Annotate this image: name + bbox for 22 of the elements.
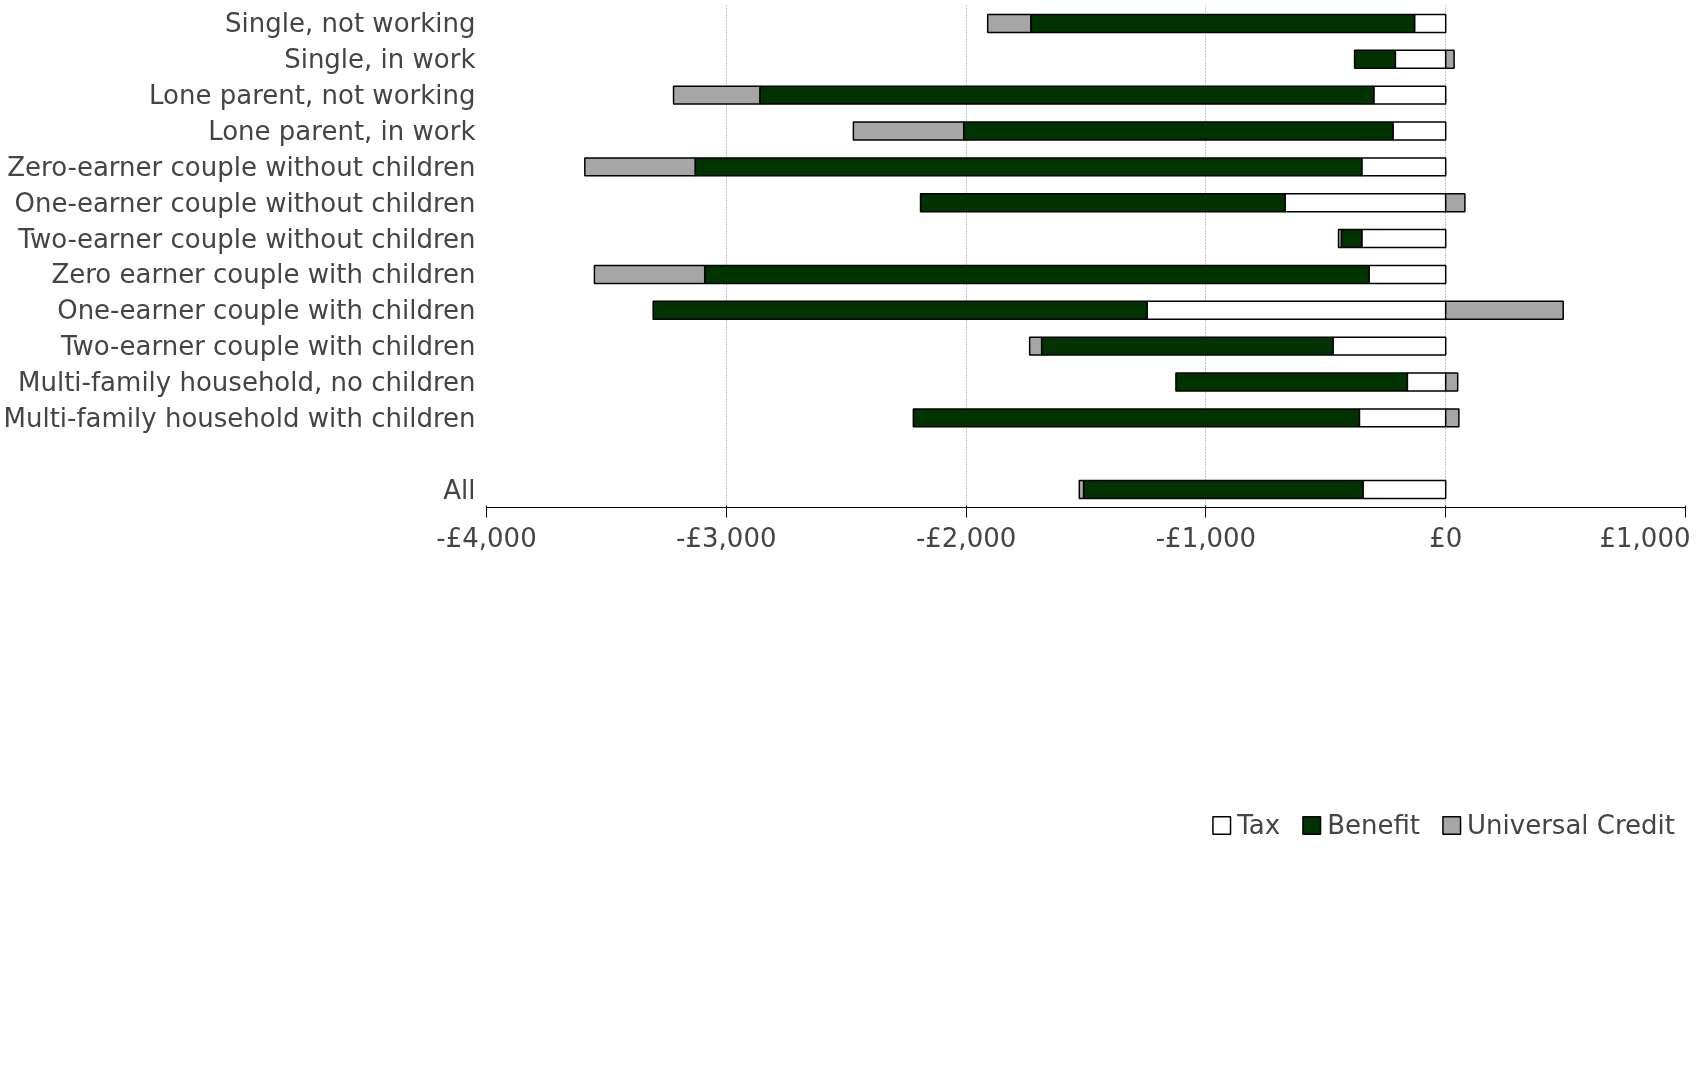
y-tick-label: All [443,474,476,505]
y-tick-label: One-earner couple with children [57,295,476,326]
y-tick-label: Multi-family household, no children [18,367,476,397]
y-tick-label: Single, in work [284,44,476,75]
x-tick-label: £1,000 [1599,522,1691,553]
y-tick-label: Lone parent, not working [149,80,476,111]
y-tick-label: Zero-earner couple without children [7,151,476,182]
y-tick-label: Two-earner couple without children [17,223,476,254]
legend-label: Tax [1237,810,1281,840]
x-tick-label: £0 [1429,522,1463,553]
y-tick-label: Lone parent, in work [208,116,476,146]
x-tick-label: -£4,000 [436,522,537,553]
x-tick-label: -£1,000 [1155,522,1257,553]
y-tick-label: Multi-family household with children [3,402,476,433]
legend-label: Benefit [1327,810,1421,840]
legend-label: Universal Credit [1467,810,1675,840]
y-tick-label: Two-earner couple with children [59,331,476,362]
y-tick-label: Zero earner couple with children [51,259,476,290]
y-tick-label: One-earner couple without children [14,187,476,218]
y-tick-label: Single, not working [225,8,476,39]
x-tick-label: -£2,000 [915,522,1017,553]
x-tick-label: -£3,000 [676,522,777,553]
